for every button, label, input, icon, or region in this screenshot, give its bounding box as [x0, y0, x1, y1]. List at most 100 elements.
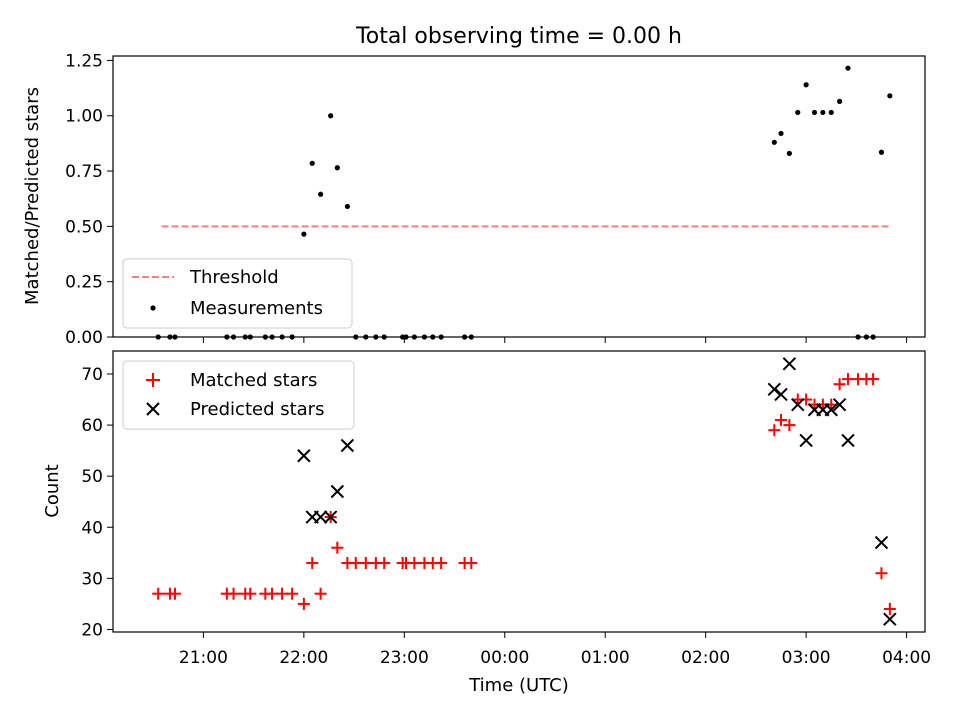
- matched-star-point: [266, 587, 279, 600]
- bottom-x-tick-label: 01:00: [581, 648, 630, 668]
- top-y-axis-label: Matched/Predicted stars: [22, 87, 43, 305]
- measurement-point: [837, 98, 843, 104]
- measurement-point: [811, 109, 818, 116]
- matched-star-point: [775, 413, 788, 426]
- predicted-star-stroke-b: [832, 397, 847, 412]
- bottom-y-axis-label: Count: [42, 464, 63, 517]
- predicted-star-point: [824, 403, 838, 417]
- measurement-point: [344, 203, 350, 210]
- predicted-star-point: [782, 357, 797, 371]
- matched-star-point: [841, 373, 854, 386]
- matched-star-point: [867, 373, 880, 386]
- predicted-star-stroke-b: [330, 484, 345, 499]
- predicted-star-stroke-b: [340, 438, 355, 453]
- bottom-x-axis-label: Time (UTC): [468, 675, 569, 696]
- predicted-star-stroke-b: [791, 397, 805, 412]
- matched-star-point: [875, 567, 888, 580]
- top-y-ticks: 0.00 0.25 0.50 0.75 1.00 1.25: [65, 51, 113, 348]
- top-y-tick-label: 0.00: [65, 328, 103, 348]
- top-legend-box: [122, 258, 353, 329]
- legend-matched-label: Matched stars: [190, 370, 317, 391]
- predicted-star-stroke-b: [883, 612, 897, 626]
- bottom-x-tick-label: 04:00: [882, 648, 931, 668]
- measurement-point: [778, 130, 784, 137]
- matched-star-point: [783, 419, 796, 432]
- predicted-star-point: [791, 397, 805, 412]
- top-y-tick-label: 1.00: [65, 107, 103, 127]
- bottom-y-tick-label: 70: [81, 365, 103, 385]
- legend-threshold-label: Threshold: [189, 267, 279, 288]
- top-x-ticks: [202, 337, 908, 343]
- measurement-point: [820, 109, 826, 116]
- measurement-point: [334, 165, 340, 171]
- predicted-star-point: [313, 510, 328, 524]
- matched-star-point: [168, 587, 181, 600]
- predicted-star-stroke-b: [767, 382, 782, 397]
- matched-star-point: [152, 587, 165, 600]
- predicted-star-point: [841, 433, 855, 448]
- matched-star-point: [306, 557, 319, 570]
- predicted-star-point: [832, 397, 847, 412]
- measurement-point: [828, 109, 834, 116]
- matched-star-point: [833, 378, 846, 391]
- bottom-y-tick-label: 60: [81, 416, 103, 436]
- predicted-star-point: [323, 510, 338, 524]
- measurement-point: [795, 109, 801, 116]
- predicted-star-point: [799, 433, 813, 448]
- bottom-x-tick-label: 23:00: [380, 648, 429, 668]
- legend-predicted-swatch: [146, 402, 160, 416]
- bottom-x-tick-label: 22:00: [279, 648, 328, 668]
- matched-star-point: [286, 587, 299, 600]
- bottom-legend: Matched stars Predicted stars: [122, 360, 355, 430]
- bottom-marks: [152, 357, 897, 626]
- bottom-y-tick-label: 20: [81, 620, 103, 640]
- predicted-star-point: [883, 612, 897, 626]
- measurement-point: [301, 231, 307, 237]
- measurement-point: [318, 191, 324, 197]
- matched-star-point: [297, 597, 310, 610]
- bottom-legend-box: [122, 360, 355, 430]
- predicted-star-stroke-b: [841, 433, 855, 448]
- predicted-star-stroke-b: [782, 357, 797, 371]
- matched-star-point: [378, 557, 391, 570]
- matched-star-point: [314, 587, 327, 600]
- bottom-y-tick-label: 40: [81, 518, 103, 538]
- matched-star-point: [408, 557, 421, 570]
- bottom-panel: 20 30 40 50 60 70 21:00 22:00 23:00 00:00 01:00 02…: [42, 350, 931, 696]
- top-axes-frame: [112, 55, 926, 338]
- top-y-tick-label: 1.25: [65, 51, 103, 71]
- predicted-star-point: [767, 382, 782, 397]
- top-panel: 0.00 0.25 0.50 0.75 1.00 1.25 Matched/Predict…: [22, 51, 926, 348]
- predicted-star-point: [340, 438, 355, 453]
- measurement-point: [887, 93, 893, 99]
- bottom-x-tick-label: 21:00: [179, 648, 228, 668]
- predicted-star-stroke-b: [874, 535, 889, 550]
- legend-predicted-label: Predicted stars: [190, 399, 324, 420]
- matched-star-point: [276, 587, 289, 600]
- matched-star-point: [435, 557, 448, 570]
- bottom-y-tick-label: 30: [81, 569, 103, 589]
- measurement-point: [803, 82, 809, 88]
- bottom-y-tick-label: 50: [81, 467, 103, 487]
- matched-star-point: [349, 557, 362, 570]
- legend-measurements-label: Measurements: [190, 298, 323, 319]
- matched-star-point: [244, 587, 257, 600]
- legend-measurements-swatch: [150, 305, 156, 311]
- figure-title: Total observing time = 0.00 h: [355, 24, 682, 49]
- top-y-tick-label: 0.25: [65, 273, 103, 293]
- measurement-point: [878, 149, 885, 155]
- matched-star-point: [359, 557, 372, 570]
- bottom-x-tick-label: 03:00: [782, 648, 831, 668]
- matched-star-point: [465, 557, 478, 570]
- measurement-point: [309, 160, 315, 166]
- matched-star-point: [768, 424, 781, 437]
- matched-star-point: [227, 587, 240, 600]
- measurement-point: [786, 150, 792, 156]
- predicted-star-point: [874, 535, 889, 550]
- bottom-x-tick-label: 02:00: [681, 648, 730, 668]
- bottom-x-tick-label: 00:00: [480, 648, 529, 668]
- predicted-star-point: [774, 387, 788, 402]
- top-y-tick-label: 0.50: [65, 217, 103, 237]
